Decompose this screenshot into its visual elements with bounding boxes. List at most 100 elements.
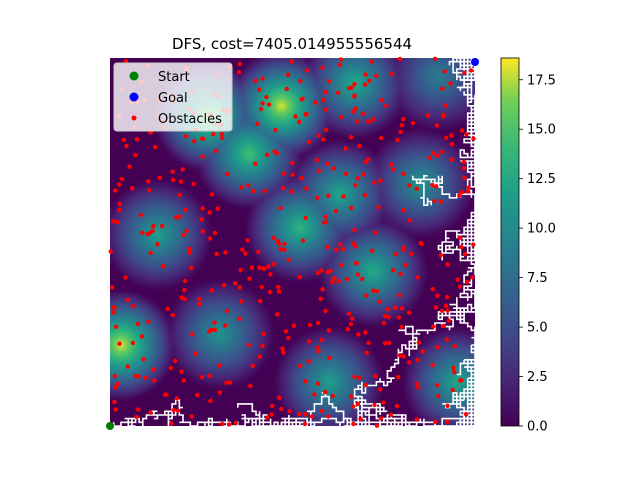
obstacle-point [463, 412, 469, 417]
obstacle-point [382, 313, 388, 319]
obstacle-point [438, 199, 443, 204]
obstacle-point [322, 389, 328, 395]
obstacle-point [183, 278, 188, 284]
obstacle-point [200, 154, 205, 159]
obstacle-point [338, 262, 344, 268]
obstacle-point [363, 330, 368, 335]
obstacle-point [323, 90, 328, 95]
obstacle-point [354, 119, 360, 124]
obstacle-point [338, 57, 344, 62]
obstacle-point [355, 401, 360, 407]
obstacle-point [171, 408, 176, 413]
obstacle-point [369, 59, 375, 64]
obstacle-point [179, 369, 184, 374]
obstacle-point [181, 378, 186, 383]
obstacle-point [220, 421, 225, 427]
obstacle-point [287, 409, 292, 414]
obstacle-point [462, 70, 467, 76]
obstacle-point [341, 194, 346, 199]
obstacle-point [464, 279, 470, 285]
obstacle-point [240, 247, 245, 252]
obstacle-point [192, 139, 197, 144]
obstacle-point [121, 137, 127, 142]
colorbar-tick-label: 0.0 [527, 420, 548, 435]
obstacle-point [416, 340, 421, 345]
obstacle-point [280, 346, 285, 351]
colorbar-ticks: 0.0 2.5 5.0 7.5 10.0 12.5 15.0 17.5 [519, 73, 556, 435]
obstacle-point [398, 271, 403, 277]
obstacle-point [376, 205, 381, 210]
obstacle-point [350, 404, 356, 409]
obstacle-point [227, 380, 233, 385]
obstacle-point [257, 87, 262, 92]
path-layer [110, 58, 475, 426]
obstacle-point [441, 112, 446, 118]
obstacle-point [296, 119, 302, 125]
obstacle-point [470, 275, 475, 280]
obstacle-point [170, 169, 175, 174]
obstacle-point [457, 193, 462, 198]
obstacle-point [262, 266, 267, 272]
obstacle-point [237, 316, 242, 321]
obstacle-point [208, 398, 213, 404]
obstacle-point [253, 78, 258, 84]
obstacle-point [146, 188, 152, 193]
obstacle-point [334, 247, 339, 252]
obstacle-point [110, 219, 116, 224]
obstacle-point [175, 408, 181, 413]
obstacle-point [319, 337, 324, 343]
obstacle-point [399, 324, 404, 330]
obstacle-point [433, 419, 438, 424]
obstacle-point [449, 142, 455, 147]
obstacle-point [318, 296, 323, 301]
obstacle-point [135, 321, 141, 326]
obstacle-point [249, 265, 254, 270]
obstacle-point [440, 149, 445, 154]
obstacle-point [261, 331, 266, 336]
obstacle-point [471, 136, 476, 141]
obstacle-point [459, 128, 465, 133]
obstacle-point [360, 276, 365, 282]
colorbar: 0.0 2.5 5.0 7.5 10.0 12.5 15.0 17.5 [500, 57, 556, 435]
obstacle-point [197, 296, 202, 302]
obstacle-point [401, 354, 406, 359]
obstacle-point [461, 166, 467, 171]
obstacle-point [117, 201, 123, 206]
obstacle-point [148, 410, 153, 415]
obstacle-point [300, 238, 306, 243]
obstacle-point [211, 132, 216, 137]
obstacle-point [219, 131, 225, 137]
obstacle-point [190, 332, 195, 337]
obstacle-point [275, 312, 280, 317]
obstacle-point [281, 350, 286, 355]
obstacle-point [471, 242, 476, 247]
obstacle-point [189, 265, 194, 271]
obstacle-point [431, 324, 436, 329]
obstacle-point [358, 416, 363, 421]
obstacle-point [457, 284, 463, 289]
obstacle-point [277, 395, 282, 400]
legend-obstacles-label: Obstacles [158, 112, 222, 127]
obstacle-point [356, 375, 362, 381]
obstacle-point [349, 85, 354, 91]
obstacle-point [452, 344, 457, 349]
obstacle-point [349, 205, 354, 211]
obstacle-point [268, 272, 273, 277]
obstacle-point [350, 109, 355, 115]
obstacle-point [445, 262, 450, 267]
obstacle-point [278, 206, 283, 211]
obstacle-point [259, 284, 264, 290]
obstacle-point [313, 100, 318, 105]
obstacle-point [353, 183, 358, 188]
obstacle-point [327, 355, 332, 360]
obstacle-point [445, 419, 450, 424]
obstacle-point [112, 399, 117, 405]
obstacle-point [384, 103, 389, 108]
obstacle-point [440, 86, 445, 91]
obstacle-point [333, 208, 339, 214]
legend-start-marker [129, 71, 139, 81]
obstacle-point [153, 144, 158, 150]
obstacle-point [330, 280, 335, 285]
obstacle-point [343, 146, 348, 151]
